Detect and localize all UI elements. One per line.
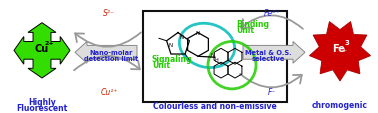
FancyArrowPatch shape [75,33,141,47]
Text: Metal & O.S.: Metal & O.S. [245,50,291,56]
FancyBboxPatch shape [143,12,287,102]
FancyArrowPatch shape [74,56,140,71]
Polygon shape [310,22,370,81]
FancyArrowPatch shape [241,16,303,29]
Circle shape [322,33,358,68]
Text: 2+: 2+ [44,41,54,46]
Text: Colourless and non-emissive: Colourless and non-emissive [153,101,277,110]
Text: Nano-molar: Nano-molar [89,50,133,56]
Text: Binding: Binding [236,20,269,29]
FancyArrowPatch shape [240,74,302,88]
Text: N: N [180,35,184,40]
Text: Highly: Highly [28,97,56,106]
Text: N: N [211,52,215,57]
Text: chromogenic: chromogenic [312,100,368,109]
Text: Unit: Unit [236,26,254,35]
Text: Fe³⁺: Fe³⁺ [264,9,280,18]
Polygon shape [75,42,137,64]
Text: H: H [214,57,218,62]
Text: Fe: Fe [333,44,345,54]
Text: 3: 3 [345,40,349,46]
Text: N: N [169,43,173,47]
Text: +: + [341,47,347,52]
Text: S²⁻: S²⁻ [103,9,115,18]
Text: Unit: Unit [152,60,170,69]
Text: Fluorescent: Fluorescent [16,103,68,112]
Text: selective: selective [251,56,285,62]
Text: detection limit: detection limit [84,56,138,62]
Text: F⁻: F⁻ [268,88,276,97]
Polygon shape [14,24,70,78]
Polygon shape [243,42,305,64]
Text: Cu¹⁺: Cu¹⁺ [101,88,118,97]
Text: Cu: Cu [35,44,49,54]
Text: Signaling: Signaling [152,54,192,63]
Text: N: N [196,31,200,36]
